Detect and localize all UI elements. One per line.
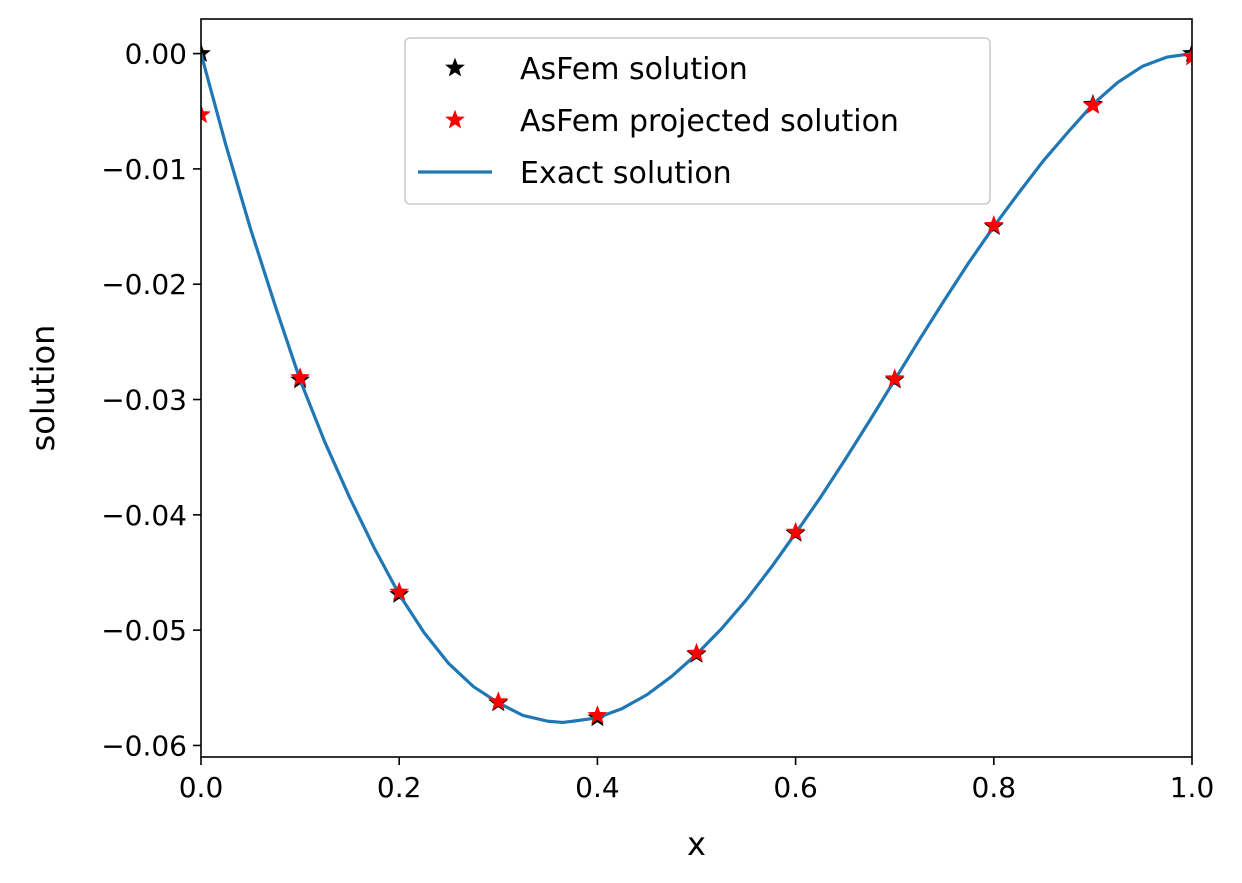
legend-item: Exact solution [418,156,732,191]
legend-label: Exact solution [520,156,732,191]
x-tick-label: 0.6 [773,771,818,804]
exact-solution-line [201,52,1192,725]
x-tick-label: 0.8 [972,771,1017,804]
data-point [1182,46,1192,66]
data-point [587,705,608,724]
legend-label: AsFem projected solution [520,104,899,139]
x-axis-title: x [687,825,706,863]
x-tick-label: 0.4 [575,771,620,804]
y-tick-label: 0.00 [125,38,187,71]
data-point [785,521,806,541]
y-tick-label: −0.04 [101,499,187,532]
ticks-layer: 0.0 0.2 0.4 0.6 0.8 1.0 0.00 −0.01 −0.02 −0.03 −0.… [101,38,1214,804]
y-tick-label: −0.03 [101,384,187,417]
legend-star-swatch [445,109,465,129]
data-point [884,368,905,388]
legend-label: AsFem solution [520,52,748,87]
legend-star-swatch [445,57,465,77]
series-1 [201,46,1192,724]
data-point [686,642,707,662]
y-axis-title: solution [24,325,62,452]
series-layer [201,43,1192,727]
y-tick-label: −0.05 [101,614,187,647]
plot-frame [200,18,1193,758]
data-point [201,104,211,124]
data-point [983,214,1004,234]
legend-box [404,37,991,205]
data-point [1082,95,1103,114]
y-tick-label: −0.06 [101,729,187,762]
y-tick-label: −0.01 [101,153,187,186]
legend-item: AsFem projected solution [445,104,899,139]
y-tick-label: −0.02 [101,268,187,301]
legend: AsFem solution AsFem projected solution Ex… [404,37,991,205]
data-point [488,691,509,711]
x-tick-label: 0.0 [179,771,224,804]
series-2 [201,52,1192,725]
data-point [290,367,311,387]
legend-item: AsFem solution [445,52,748,87]
x-tick-label: 0.2 [377,771,422,804]
x-tick-label: 1.0 [1170,771,1215,804]
data-point [389,581,410,601]
